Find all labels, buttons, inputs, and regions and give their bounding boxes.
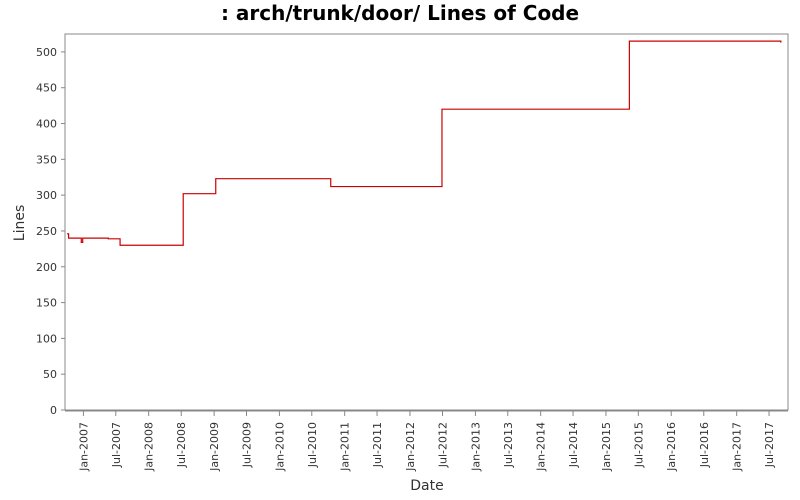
- x-tick-label: Jan-2011: [339, 422, 352, 472]
- series-layer: [66, 40, 782, 246]
- x-tick-label: Jul-2012: [437, 422, 450, 468]
- x-tick-label: Jul-2014: [567, 422, 580, 468]
- plot-area: [64, 33, 789, 411]
- y-tick-label: 200: [36, 261, 57, 274]
- x-tick-label: Jan-2013: [469, 422, 482, 472]
- x-tick-label: Jul-2016: [698, 422, 711, 468]
- x-tick-label: Jan-2009: [208, 422, 221, 472]
- x-tick-label: Jan-2015: [600, 422, 613, 472]
- y-tick-label: 150: [36, 297, 57, 310]
- x-axis-label: Date: [410, 478, 443, 494]
- y-tick-label: 0: [50, 404, 57, 417]
- x-tick-label: Jan-2012: [404, 422, 417, 472]
- y-tick-label: 300: [36, 189, 57, 202]
- x-tick-label: Jul-2007: [110, 422, 123, 468]
- x-tick-label: Jul-2009: [241, 422, 254, 468]
- x-axis: Jan-2007 Jul-2007 Jan-2008 Jul-2008 Jan-2009…: [65, 410, 788, 472]
- x-tick-label: Jan-2014: [535, 422, 548, 472]
- y-axis-label: Lines: [12, 205, 28, 241]
- x-tick-label: Jul-2015: [632, 422, 645, 468]
- x-tick-label: Jul-2010: [306, 422, 319, 468]
- x-tick-label: Jan-2008: [143, 422, 156, 472]
- x-tick-label: Jan-2017: [731, 422, 744, 472]
- y-axis: 0 50 100 150 200 250 300 350 400 450 500: [36, 46, 65, 417]
- x-tick-label: Jul-2008: [175, 422, 188, 468]
- y-tick-label: 400: [36, 118, 57, 131]
- x-tick-label: Jul-2017: [763, 422, 776, 468]
- y-tick-label: 50: [43, 368, 57, 381]
- x-tick-label: Jan-2010: [273, 422, 286, 472]
- series-line: [66, 40, 782, 246]
- y-tick-label: 500: [36, 46, 57, 59]
- y-tick-label: 350: [36, 153, 57, 166]
- x-tick-label: Jul-2011: [371, 422, 384, 468]
- chart-title: : arch/trunk/door/ Lines of Code: [221, 1, 579, 25]
- x-tick-label: Jan-2007: [77, 422, 90, 472]
- y-tick-label: 250: [36, 225, 57, 238]
- y-tick-label: 100: [36, 332, 57, 345]
- x-tick-label: Jul-2013: [502, 422, 515, 468]
- x-tick-label: Jan-2016: [665, 422, 678, 472]
- y-tick-label: 450: [36, 82, 57, 95]
